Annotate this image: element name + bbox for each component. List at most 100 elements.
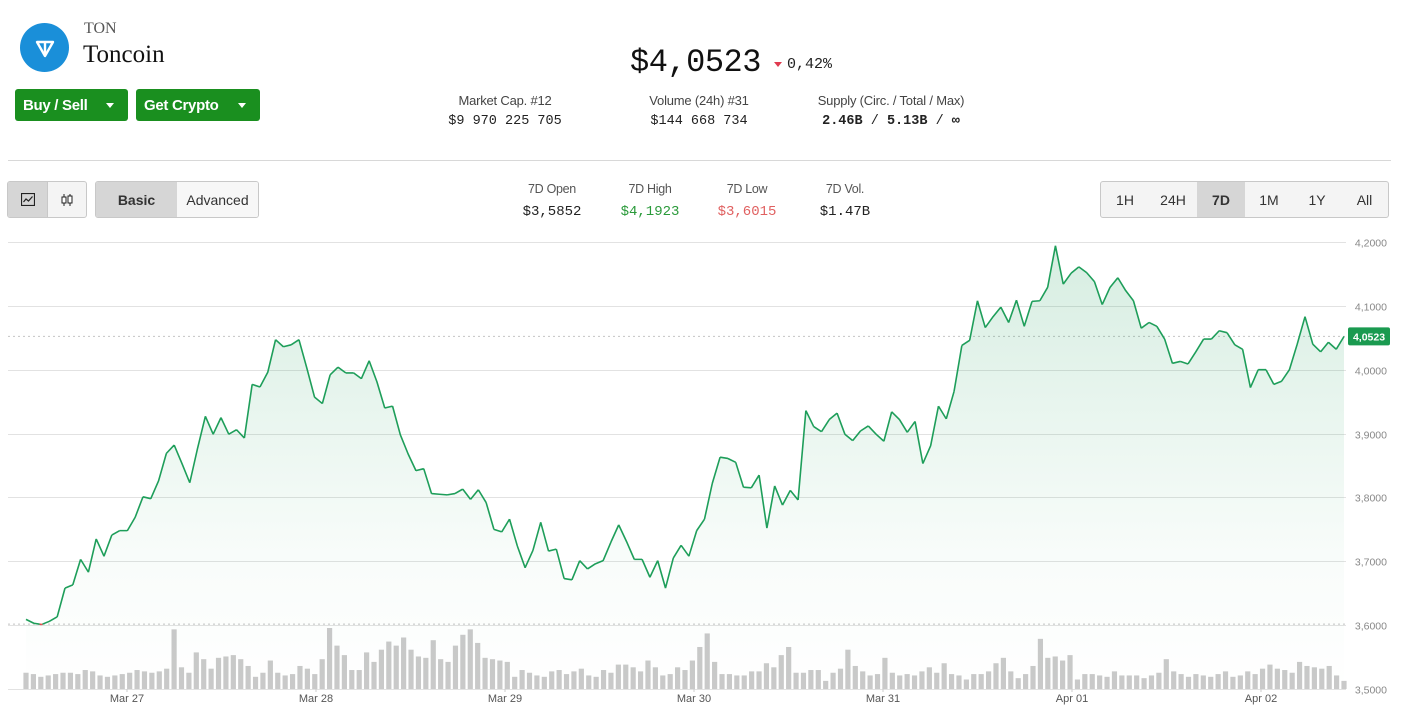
price-point [48, 620, 50, 622]
volume-bar [889, 672, 895, 689]
price-point [711, 482, 713, 484]
price-point [274, 339, 276, 341]
price-point [688, 555, 690, 557]
volume-bar [282, 675, 288, 689]
y-tick-label: 3,5000 [1355, 685, 1387, 697]
volume-bar [1267, 664, 1273, 689]
volume-bar [1097, 675, 1103, 689]
range-24h-button[interactable]: 24H [1160, 191, 1186, 208]
volume-bar [593, 676, 599, 689]
range-1h-button[interactable]: 1H [1116, 191, 1134, 208]
price-point [282, 346, 284, 348]
y-tick-label: 4,1000 [1355, 302, 1387, 314]
volume-bar [134, 670, 140, 689]
volume-bar [608, 672, 614, 689]
price-point [454, 492, 456, 494]
price-point [789, 489, 791, 491]
price-point [742, 486, 744, 488]
price-point [173, 444, 175, 446]
price-point [618, 524, 620, 526]
price-point [415, 469, 417, 471]
volume-bar [504, 661, 510, 689]
x-tick-label: Mar 31 [866, 693, 900, 705]
volume-bar [460, 634, 466, 689]
coin-logo [20, 23, 69, 72]
volume-bar [97, 675, 103, 689]
price-point [235, 429, 237, 431]
candlestick-chart-button[interactable] [48, 182, 86, 217]
price-point [181, 462, 183, 464]
x-tick-label: Apr 02 [1245, 693, 1277, 705]
price-point [937, 405, 939, 407]
price-point [1288, 369, 1290, 371]
volume-bar [1000, 657, 1006, 689]
volume-bar [149, 672, 155, 689]
ton-diamond-icon [35, 40, 54, 57]
price-point [1117, 277, 1119, 279]
mode-basic-button[interactable]: Basic [96, 182, 177, 217]
volume-bar [1126, 675, 1132, 689]
price-point [196, 447, 198, 449]
down-arrow-icon [774, 62, 782, 67]
price-point [423, 467, 425, 469]
price-point [1179, 360, 1181, 362]
buy-sell-button[interactable]: Buy / Sell [15, 89, 128, 121]
volume-bar [897, 675, 903, 689]
price-point [243, 437, 245, 439]
volume-bar [67, 672, 74, 689]
price-point [1210, 338, 1212, 340]
range-1y-button[interactable]: 1Y [1308, 191, 1326, 208]
volume-bar [1341, 680, 1347, 689]
volume-bar [1215, 674, 1221, 689]
volume-bar [401, 637, 407, 689]
price-point [157, 480, 159, 482]
line-chart-button[interactable] [8, 182, 48, 217]
volume-value: $144 668 734 [650, 114, 748, 129]
volume-bar [356, 670, 362, 689]
price-point [766, 527, 768, 529]
price-point [1156, 325, 1158, 327]
range-1m-button[interactable]: 1M [1259, 191, 1279, 208]
volume-bar [882, 657, 888, 689]
price-point [337, 366, 339, 368]
price-point [25, 618, 27, 620]
mode-advanced-button[interactable]: Advanced [177, 182, 258, 217]
price-point [1124, 289, 1126, 291]
market-cap-value: $9 970 225 705 [448, 114, 562, 129]
volume-bar [963, 679, 969, 689]
price-point [220, 416, 222, 418]
volume-bar [489, 659, 496, 689]
volume-bar [704, 633, 710, 689]
volume-bar [104, 676, 111, 689]
price-point [773, 485, 775, 487]
price-point [540, 521, 542, 523]
volume-bar [600, 670, 607, 689]
volume-bar [1304, 665, 1310, 689]
price-point [399, 434, 401, 436]
volume-bar [682, 670, 688, 689]
volume-bar [556, 670, 562, 689]
range-7d-button[interactable]: 7D [1197, 182, 1245, 217]
get-crypto-button[interactable]: Get Crypto [136, 89, 260, 121]
range-all-button[interactable]: All [1356, 191, 1373, 208]
current-price-tag-label: 4,0523 [1353, 331, 1385, 343]
price-point [625, 540, 627, 542]
volume-bar [637, 671, 644, 689]
price-point [1078, 266, 1080, 268]
volume-bar [1074, 679, 1081, 689]
supply-total: 5.13B [886, 114, 928, 129]
volume-bar [1030, 665, 1036, 689]
price-point [516, 545, 518, 547]
volume-bar [238, 659, 244, 689]
volume-bar [452, 645, 459, 689]
y-tick-label: 4,2000 [1355, 238, 1387, 250]
volume-bar [112, 675, 118, 689]
price-point [563, 577, 565, 579]
volume-bar [1230, 676, 1236, 689]
price-point [40, 623, 42, 625]
price-point [1296, 343, 1298, 345]
price-point [875, 433, 877, 435]
price-point [501, 531, 503, 533]
volume-bar [1111, 671, 1118, 689]
price-point [493, 528, 495, 530]
